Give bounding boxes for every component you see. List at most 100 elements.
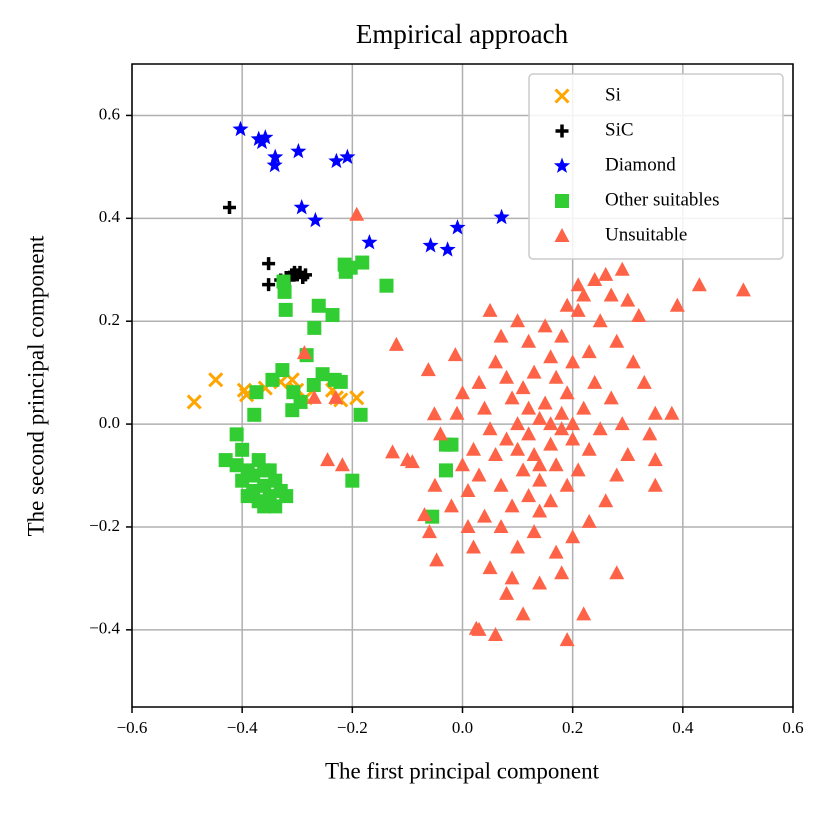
marker-square bbox=[345, 473, 360, 488]
marker-triangle bbox=[526, 364, 542, 379]
marker-triangle bbox=[565, 354, 581, 369]
marker-triangle bbox=[609, 467, 625, 482]
marker-triangle bbox=[543, 349, 559, 364]
marker-plus bbox=[287, 265, 301, 279]
marker-triangle bbox=[554, 565, 570, 580]
marker-star bbox=[293, 199, 310, 215]
marker-triangle bbox=[647, 452, 663, 467]
marker-square bbox=[218, 453, 233, 468]
marker-triangle bbox=[477, 508, 493, 523]
marker-square bbox=[276, 274, 291, 289]
marker-triangle bbox=[543, 436, 559, 451]
marker-triangle bbox=[636, 374, 652, 389]
marker-star bbox=[267, 148, 284, 164]
marker-plus bbox=[299, 268, 313, 282]
marker-triangle bbox=[320, 452, 336, 467]
marker-triangle bbox=[592, 421, 608, 436]
marker-triangle bbox=[504, 570, 520, 585]
marker-triangle bbox=[443, 498, 459, 513]
marker-plus bbox=[262, 278, 276, 292]
marker-star bbox=[553, 157, 571, 173]
marker-star bbox=[253, 133, 271, 150]
marker-triangle bbox=[559, 385, 575, 400]
marker-triangle bbox=[504, 498, 520, 513]
x-tick-label: −0.6 bbox=[117, 718, 148, 737]
legend-label: Si bbox=[605, 84, 621, 105]
y-tick-label: 0.0 bbox=[99, 413, 120, 432]
marker-triangle bbox=[510, 416, 526, 431]
legend-label: SiC bbox=[605, 119, 634, 140]
marker-triangle bbox=[554, 228, 570, 242]
marker-triangle bbox=[515, 606, 531, 621]
y-tick-label: −0.2 bbox=[89, 516, 120, 535]
marker-square bbox=[240, 489, 255, 504]
marker-triangle bbox=[421, 524, 437, 539]
marker-triangle bbox=[471, 621, 487, 636]
marker-triangle bbox=[521, 333, 537, 348]
marker-star bbox=[493, 208, 510, 225]
y-tick-label: 0.2 bbox=[99, 310, 120, 329]
y-axis-label: The second principal component bbox=[23, 235, 48, 536]
marker-triangle bbox=[482, 302, 498, 317]
marker-triangle bbox=[570, 277, 586, 292]
marker-triangle bbox=[609, 565, 625, 580]
marker-triangle bbox=[493, 518, 509, 533]
marker-square bbox=[353, 407, 368, 422]
marker-triangle bbox=[631, 308, 647, 323]
legend-label: Unsuitable bbox=[605, 224, 687, 245]
marker-triangle bbox=[482, 421, 498, 436]
x-tick-label: −0.4 bbox=[227, 718, 258, 737]
marker-square bbox=[315, 367, 330, 382]
ticks: −0.6 −0.4 −0.2 0.0 0.2 0.4 0.6 −0.4 −0.2 0.0 0.2 0.… bbox=[89, 104, 803, 737]
marker-star bbox=[232, 120, 249, 137]
marker-triangle bbox=[488, 626, 504, 641]
marker-star bbox=[328, 152, 345, 169]
marker-triangle bbox=[426, 406, 442, 421]
marker-triangle bbox=[526, 524, 542, 539]
marker-triangle bbox=[543, 416, 559, 431]
marker-square bbox=[555, 194, 569, 208]
marker-triangle bbox=[565, 431, 581, 446]
marker-triangle bbox=[510, 313, 526, 328]
marker-triangle bbox=[735, 282, 751, 297]
marker-triangle bbox=[460, 482, 476, 497]
marker-x bbox=[554, 88, 570, 104]
marker-star bbox=[339, 148, 356, 164]
marker-square bbox=[293, 394, 308, 409]
chart-title: Empirical approach bbox=[356, 19, 569, 49]
marker-triangle bbox=[642, 426, 658, 441]
marker-triangle bbox=[543, 493, 559, 508]
marker-triangle bbox=[334, 457, 350, 472]
marker-triangle bbox=[559, 632, 575, 647]
marker-triangle bbox=[493, 477, 509, 492]
marker-star bbox=[290, 142, 307, 159]
marker-triangle bbox=[471, 467, 487, 482]
marker-triangle bbox=[427, 477, 443, 492]
marker-square bbox=[265, 372, 280, 387]
marker-triangle bbox=[420, 362, 436, 377]
marker-square bbox=[306, 377, 321, 392]
marker-square bbox=[246, 468, 261, 483]
marker-triangle bbox=[455, 457, 470, 472]
marker-triangle bbox=[526, 446, 542, 461]
marker-triangle bbox=[669, 297, 685, 312]
marker-triangle bbox=[447, 347, 463, 362]
y-tick-label: 0.6 bbox=[99, 104, 120, 123]
marker-square bbox=[311, 298, 326, 313]
marker-triangle bbox=[537, 395, 553, 410]
marker-triangle bbox=[455, 385, 470, 400]
marker-triangle bbox=[548, 544, 564, 559]
marker-square bbox=[235, 442, 250, 457]
marker-square bbox=[444, 437, 459, 452]
marker-star bbox=[307, 211, 324, 228]
marker-triangle bbox=[576, 606, 592, 621]
marker-triangle bbox=[570, 462, 586, 477]
marker-triangle bbox=[296, 345, 312, 360]
marker-x bbox=[208, 372, 224, 388]
marker-triangle bbox=[499, 431, 515, 446]
marker-triangle bbox=[537, 318, 553, 333]
marker-triangle bbox=[466, 539, 482, 554]
marker-triangle bbox=[488, 354, 504, 369]
marker-square bbox=[438, 463, 453, 478]
